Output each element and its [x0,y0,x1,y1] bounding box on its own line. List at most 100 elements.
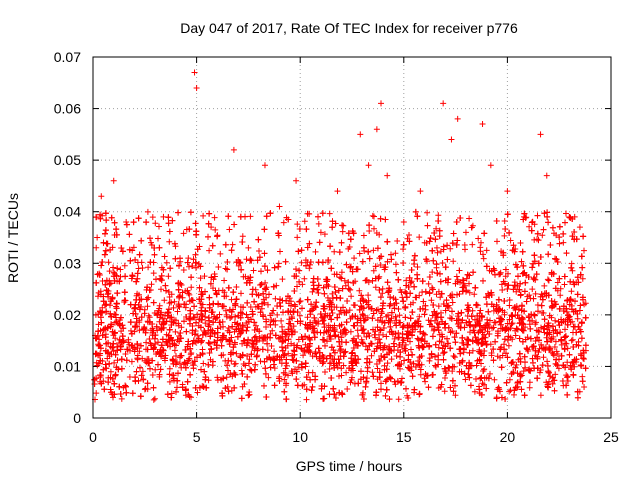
scatter-point [228,334,235,341]
scatter-point [315,220,322,227]
scatter-point [403,385,409,392]
scatter-point [398,289,405,296]
scatter-point [192,220,199,227]
scatter-point [257,282,264,288]
scatter-point [111,329,118,336]
scatter-point [276,378,283,384]
scatter-point [429,312,436,319]
scatter-point [420,330,427,337]
scatter-point [136,251,143,258]
scatter-point [519,338,526,345]
scatter-point [294,283,300,290]
scatter-point [151,395,158,402]
scatter-point [567,319,574,326]
scatter-point [285,336,292,343]
scatter-point [386,396,393,403]
scatter-point [520,216,527,223]
scatter-point [256,248,262,254]
scatter-point [442,343,449,350]
scatter-point [93,214,100,221]
scatter-point [151,245,158,251]
scatter-point [431,230,438,236]
scatter-point [547,242,554,248]
scatter-point [399,375,405,382]
scatter-point [100,239,107,246]
scatter-point [426,289,433,296]
scatter-point [265,374,272,381]
scatter-point [161,253,168,260]
scatter-point [150,396,157,403]
scatter-point [234,333,241,340]
scatter-point [545,322,552,329]
scatter-point [307,349,314,356]
scatter-point [575,279,582,286]
scatter-point [392,261,399,268]
scatter-point [283,380,290,387]
scatter-point [107,368,114,375]
scatter-point [481,381,487,388]
scatter-point [319,360,326,367]
scatter-point [518,258,525,265]
scatter-point [447,245,454,252]
scatter-point [172,328,179,335]
scatter-point [258,281,265,288]
scatter-point [192,259,199,266]
scatter-point [517,358,524,365]
scatter-point [417,306,424,312]
scatter-point [481,331,487,338]
scatter-point [506,376,513,383]
scatter-point [509,336,516,343]
scatter-point [168,299,175,306]
scatter-point [150,270,157,277]
scatter-point [366,222,373,229]
scatter-point [460,340,467,346]
scatter-point [369,305,375,312]
scatter-point [261,250,268,257]
scatter-point [232,300,239,307]
scatter-point [307,376,314,383]
scatter-point [437,294,444,301]
scatter-point [174,308,181,315]
scatter-point [386,343,393,350]
scatter-point [548,271,555,278]
scatter-point [107,280,114,287]
scatter-point [552,371,559,378]
scatter-point [539,296,546,303]
scatter-point [429,333,436,340]
scatter-point [178,324,185,331]
scatter-point [289,370,296,377]
scatter-point [126,246,133,253]
scatter-point [326,366,333,372]
scatter-point [321,303,328,310]
scatter-point [466,349,473,356]
scatter-point [359,339,366,346]
scatter-point [393,322,400,329]
scatter-point [412,208,419,215]
scatter-point [147,235,153,242]
scatter-point [382,216,389,223]
scatter-point [238,395,245,402]
scatter-point [517,319,524,326]
scatter-point [336,249,343,256]
scatter-point [437,384,444,390]
scatter-point [107,302,113,309]
scatter-point [107,323,114,330]
scatter-point [240,361,247,367]
scatter-point [396,312,403,319]
scatter-point [564,359,571,366]
scatter-point [530,260,537,267]
scatter-point [563,382,570,389]
scatter-point [108,314,115,320]
scatter-point [388,251,394,258]
scatter-point [174,384,180,391]
scatter-point [175,301,182,308]
scatter-point [364,364,371,371]
scatter-point [350,345,357,351]
scatter-point [104,240,111,247]
scatter-point [511,387,518,394]
scatter-point [160,266,167,273]
scatter-point [158,342,165,349]
scatter-point [544,213,551,220]
scatter-point [296,298,303,305]
scatter-point [329,324,336,331]
